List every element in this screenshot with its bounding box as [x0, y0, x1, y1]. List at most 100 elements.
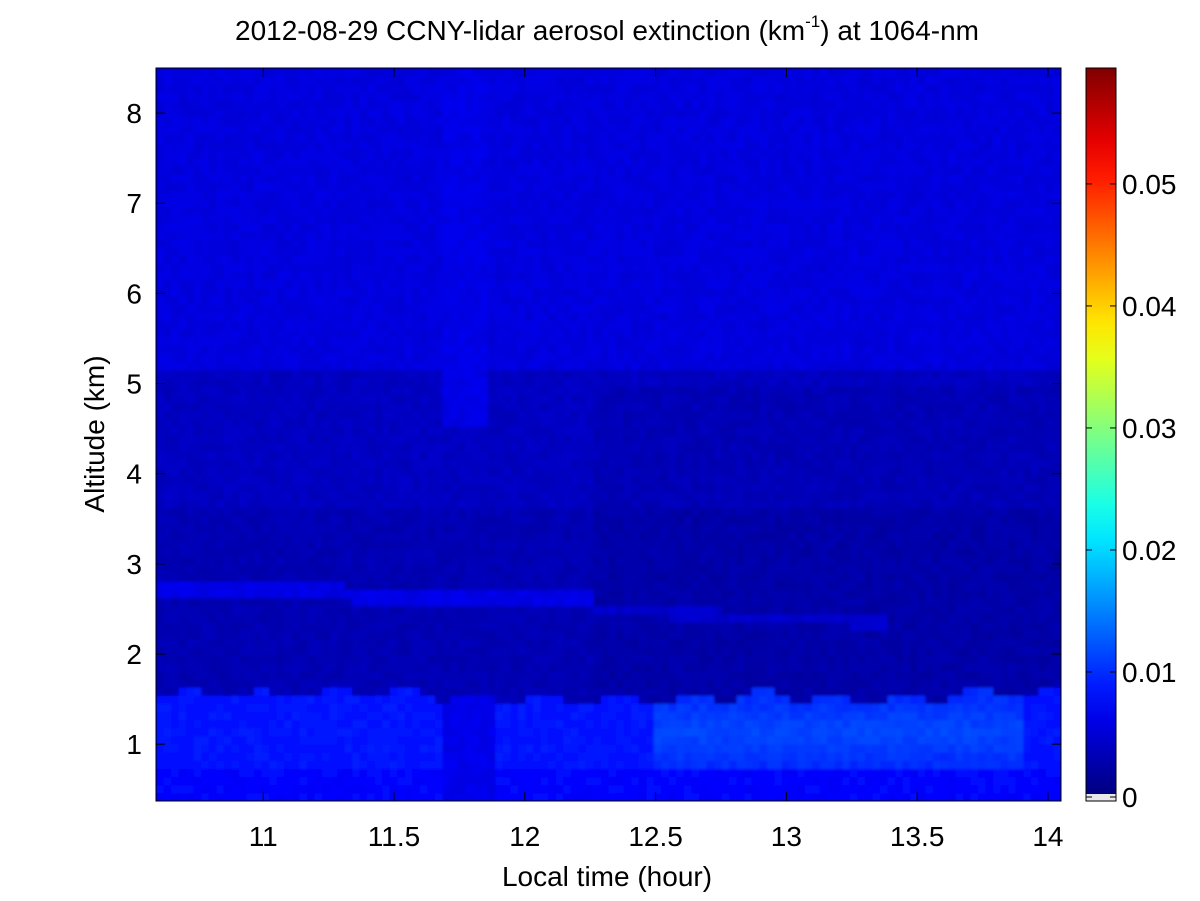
- heatmap-cell: [510, 157, 519, 167]
- heatmap-cell: [352, 320, 361, 330]
- heatmap-cell: [299, 92, 308, 102]
- heatmap-cell: [533, 263, 542, 273]
- heatmap-cell: [216, 263, 225, 273]
- heatmap-cell: [548, 287, 557, 297]
- heatmap-cell: [156, 353, 165, 362]
- heatmap-cell: [163, 328, 172, 338]
- heatmap-cell: [412, 133, 421, 142]
- heatmap-cell: [321, 540, 331, 550]
- heatmap-cell: [540, 564, 549, 574]
- heatmap-cell: [238, 483, 248, 493]
- heatmap-cell: [352, 214, 361, 224]
- heatmap-cell: [367, 68, 376, 77]
- heatmap-cell: [382, 68, 391, 77]
- heatmap-cell: [540, 727, 549, 737]
- heatmap-cell: [382, 776, 391, 786]
- heatmap-cell: [419, 483, 429, 493]
- heatmap-cell: [563, 206, 572, 216]
- heatmap-cell: [435, 515, 444, 525]
- heatmap-cell: [306, 434, 315, 444]
- heatmap-cell: [261, 100, 270, 110]
- heatmap-cell: [457, 776, 466, 786]
- heatmap-cell: [352, 206, 361, 216]
- heatmap-cell: [382, 540, 391, 550]
- heatmap-cell: [427, 703, 436, 713]
- heatmap-cell: [518, 760, 527, 770]
- heatmap-cell: [337, 222, 346, 232]
- heatmap-cell: [337, 524, 346, 533]
- heatmap-cell: [284, 385, 293, 395]
- heatmap-cell: [284, 206, 293, 216]
- heatmap-cell: [435, 271, 444, 281]
- heatmap-cell: [382, 434, 391, 444]
- heatmap-cell: [171, 369, 180, 379]
- heatmap-cell: [163, 344, 172, 354]
- heatmap-cell: [284, 369, 293, 379]
- heatmap-cell: [389, 353, 398, 362]
- heatmap-cell: [495, 304, 504, 313]
- heatmap-cell: [337, 760, 346, 770]
- heatmap-cell: [480, 450, 489, 460]
- heatmap-cell: [533, 532, 542, 541]
- heatmap-cell: [404, 418, 414, 427]
- heatmap-cell: [389, 76, 398, 85]
- heatmap-cell: [457, 369, 466, 379]
- heatmap-cell: [404, 344, 414, 354]
- heatmap-cell: [291, 442, 300, 452]
- heatmap-cell: [480, 613, 489, 623]
- heatmap-cell: [510, 296, 519, 305]
- heatmap-cell: [525, 287, 534, 297]
- heatmap-cell: [359, 296, 368, 305]
- heatmap-cell: [223, 458, 233, 468]
- heatmap-cell: [487, 312, 496, 322]
- heatmap-cell: [382, 182, 391, 191]
- heatmap-cell: [435, 328, 444, 338]
- heatmap-cell: [465, 629, 474, 639]
- heatmap-cell: [344, 157, 353, 167]
- heatmap-cell: [163, 483, 172, 493]
- heatmap-cell: [382, 247, 391, 256]
- heatmap-cell: [495, 515, 504, 525]
- heatmap-cell: [525, 629, 534, 639]
- heatmap-cell: [261, 434, 270, 444]
- heatmap-cell: [457, 638, 466, 647]
- heatmap-cell: [186, 255, 195, 265]
- heatmap-cell: [510, 198, 519, 208]
- heatmap-cell: [329, 239, 338, 248]
- heatmap-cell: [337, 752, 346, 761]
- heatmap-cell: [495, 483, 504, 493]
- heatmap-cell: [329, 222, 338, 232]
- heatmap-cell: [510, 670, 519, 680]
- heatmap-cell: [495, 719, 504, 729]
- heatmap-cell: [495, 385, 504, 395]
- heatmap-cell: [223, 654, 233, 664]
- heatmap-cell: [171, 532, 180, 541]
- heatmap-cell: [337, 68, 346, 77]
- heatmap-cell: [412, 784, 421, 794]
- heatmap-cell: [269, 548, 278, 558]
- heatmap-cell: [435, 434, 444, 444]
- heatmap-cell: [314, 638, 323, 647]
- heatmap-cell: [238, 198, 248, 208]
- heatmap-cell: [495, 100, 504, 110]
- heatmap-cell: [231, 467, 240, 476]
- heatmap-cell: [374, 678, 383, 688]
- heatmap-cell: [193, 336, 202, 346]
- heatmap-cell: [427, 654, 436, 664]
- heatmap-cell: [412, 711, 421, 721]
- heatmap-cell: [419, 621, 429, 631]
- heatmap-cell: [382, 287, 391, 297]
- heatmap-cell: [276, 255, 285, 265]
- heatmap-cell: [442, 230, 451, 240]
- heatmap-cell: [389, 760, 398, 770]
- heatmap-cell: [389, 499, 398, 509]
- heatmap-cell: [344, 369, 353, 379]
- heatmap-cell: [299, 434, 308, 444]
- heatmap-cell: [502, 214, 512, 224]
- heatmap-cell: [178, 784, 187, 794]
- heatmap-cell: [540, 92, 549, 102]
- heatmap-cell: [427, 287, 436, 297]
- heatmap-cell: [457, 434, 466, 444]
- heatmap-cell: [465, 312, 474, 322]
- heatmap-cell: [397, 344, 406, 354]
